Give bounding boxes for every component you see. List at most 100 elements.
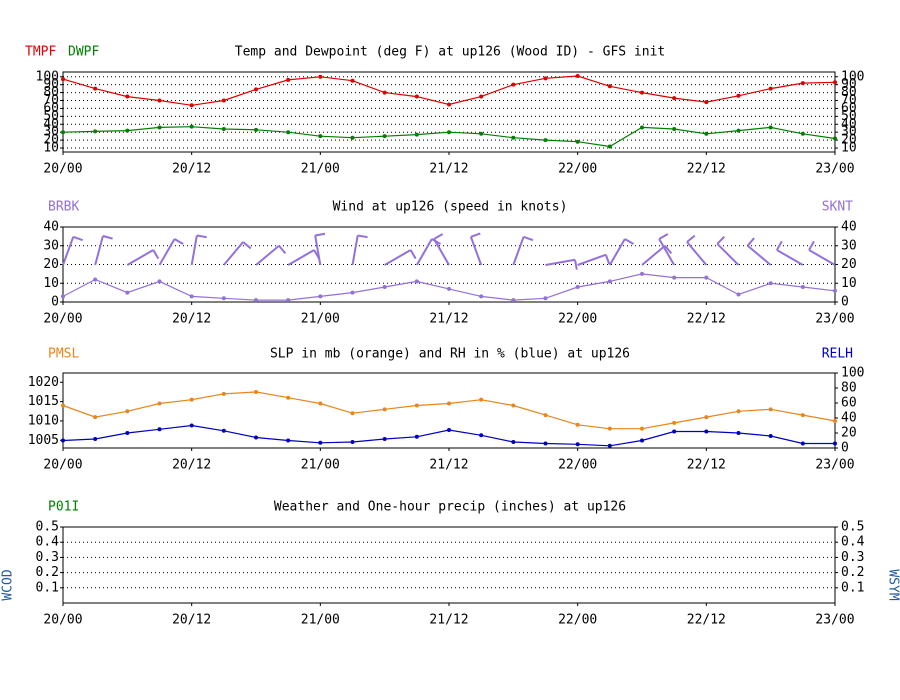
y-tick-label-right: 20 bbox=[841, 133, 857, 148]
data-point bbox=[640, 438, 644, 443]
data-point bbox=[511, 135, 516, 140]
legend-label: RELH bbox=[822, 347, 853, 362]
data-point bbox=[607, 443, 612, 448]
barb-part bbox=[545, 258, 576, 266]
barb-part bbox=[190, 235, 198, 266]
data-point bbox=[833, 441, 837, 446]
data-point bbox=[318, 294, 323, 299]
barb-part bbox=[746, 237, 755, 247]
data-point bbox=[125, 290, 130, 295]
data-point bbox=[447, 401, 451, 406]
data-point bbox=[511, 440, 516, 444]
x-tick-label: 20/12 bbox=[172, 162, 211, 177]
barb-part bbox=[808, 249, 836, 266]
data-point bbox=[382, 90, 387, 95]
y-tick-label-right: 0.5 bbox=[841, 520, 864, 535]
x-tick-label: 21/12 bbox=[429, 162, 468, 177]
data-point bbox=[640, 271, 644, 276]
wind-barb bbox=[126, 249, 160, 266]
y2-tick-label: 60 bbox=[841, 396, 857, 411]
y-tick-label-right: 30 bbox=[841, 238, 857, 253]
y-tick-label: 30 bbox=[43, 125, 59, 140]
data-point bbox=[704, 415, 709, 420]
data-point bbox=[157, 98, 162, 103]
data-point bbox=[607, 84, 612, 89]
wind-barb bbox=[512, 235, 534, 266]
barb-part bbox=[314, 235, 322, 266]
data-point bbox=[575, 285, 580, 289]
y2-axis-label: WSYM bbox=[886, 569, 900, 600]
data-point bbox=[382, 285, 387, 289]
x-tick-label: 23/00 bbox=[815, 613, 854, 628]
data-point bbox=[125, 431, 130, 435]
barb-part bbox=[196, 234, 207, 239]
data-point bbox=[350, 78, 355, 83]
data-point bbox=[447, 130, 451, 135]
data-point bbox=[414, 403, 419, 408]
x-tick-label: 20/00 bbox=[43, 458, 82, 473]
data-point bbox=[125, 94, 130, 99]
data-point bbox=[93, 437, 98, 441]
legend-label: TMPF bbox=[25, 45, 56, 60]
wind-barb bbox=[686, 234, 708, 266]
wind-barb bbox=[287, 249, 321, 266]
barb-part bbox=[469, 236, 483, 266]
data-point bbox=[543, 296, 548, 301]
wind-barb bbox=[641, 244, 673, 266]
y-tick-label-right: 20 bbox=[841, 257, 857, 272]
data-point bbox=[800, 131, 805, 136]
x-tick-label: 21/00 bbox=[301, 613, 340, 628]
wind-barb bbox=[384, 249, 417, 266]
wind-barb bbox=[658, 233, 676, 266]
data-point bbox=[221, 391, 226, 396]
y-tick-label-right: 0.2 bbox=[841, 565, 864, 580]
data-point bbox=[93, 129, 98, 134]
data-point bbox=[125, 128, 130, 133]
y-tick-label: 20 bbox=[43, 257, 59, 272]
wind-barb bbox=[223, 241, 252, 266]
data-point bbox=[800, 413, 805, 418]
data-point bbox=[189, 397, 194, 402]
wind-barb bbox=[255, 244, 287, 266]
x-tick-label: 21/00 bbox=[301, 312, 340, 327]
y-tick-label: 0.4 bbox=[36, 535, 60, 550]
y-tick-label-right: 40 bbox=[841, 220, 857, 235]
y2-tick-label: 100 bbox=[841, 366, 864, 381]
data-point bbox=[672, 429, 677, 434]
wind-barb bbox=[577, 253, 611, 266]
data-point bbox=[736, 409, 741, 414]
data-point bbox=[607, 426, 612, 431]
data-point bbox=[350, 135, 355, 140]
data-point bbox=[672, 127, 677, 132]
x-tick-label: 20/12 bbox=[172, 312, 211, 327]
data-point bbox=[286, 77, 291, 82]
data-point bbox=[61, 130, 65, 135]
barb-part bbox=[658, 238, 676, 266]
barb-part bbox=[776, 249, 804, 266]
data-point bbox=[286, 395, 291, 400]
barb-part bbox=[641, 244, 666, 266]
data-point bbox=[640, 125, 644, 130]
x-tick-label: 20/00 bbox=[43, 613, 82, 628]
data-point bbox=[157, 401, 162, 406]
data-point bbox=[157, 427, 162, 432]
data-point bbox=[286, 438, 291, 443]
data-point bbox=[221, 428, 226, 433]
x-tick-label: 23/00 bbox=[815, 458, 854, 473]
data-point bbox=[189, 103, 194, 108]
barb-part bbox=[716, 243, 740, 266]
wind-barb bbox=[469, 232, 483, 266]
data-point bbox=[768, 86, 773, 91]
barb-part bbox=[357, 234, 368, 239]
data-point bbox=[833, 80, 837, 85]
data-point bbox=[736, 93, 741, 98]
y-tick-label: 70 bbox=[43, 93, 59, 108]
data-point bbox=[768, 434, 773, 438]
data-point bbox=[254, 87, 258, 92]
data-point bbox=[221, 296, 226, 301]
y-tick-label: 0.2 bbox=[36, 565, 59, 580]
y-tick-label: 1020 bbox=[28, 375, 59, 390]
x-tick-label: 23/00 bbox=[815, 312, 854, 327]
data-point bbox=[350, 290, 355, 295]
